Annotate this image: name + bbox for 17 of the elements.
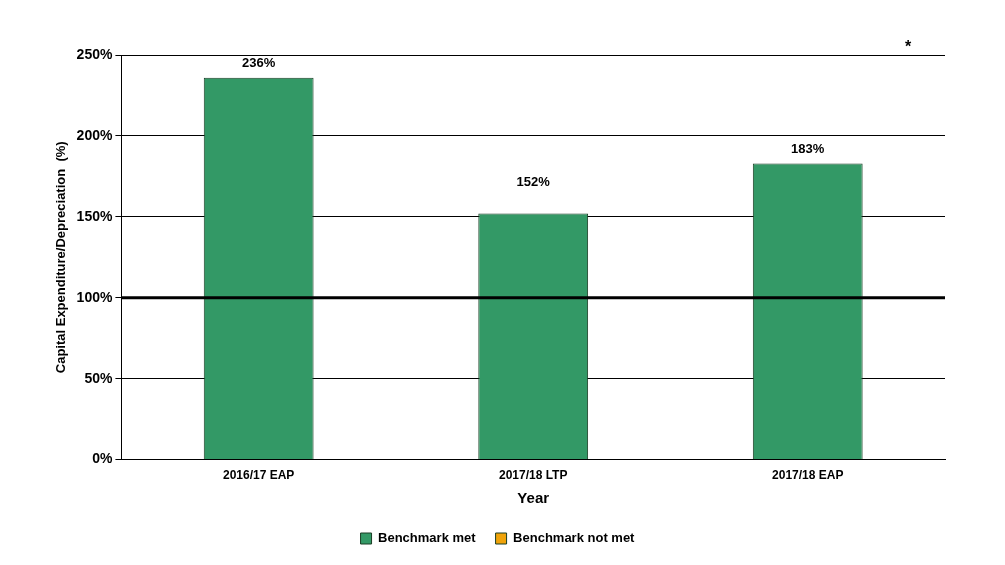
- y-tick-label: 200%: [76, 126, 113, 143]
- x-tick-label: 2016/17 EAP: [222, 468, 295, 483]
- y-tick-label: 100%: [76, 288, 113, 305]
- y-tick-label: 150%: [76, 207, 113, 224]
- y-tick-label: 0%: [92, 450, 113, 467]
- text: *: [905, 38, 912, 56]
- x-tick-label: 2017/18 LTP: [498, 468, 568, 483]
- data-label: 236%: [242, 54, 276, 70]
- legend-label: Benchmark met: [378, 530, 477, 546]
- y-tick-label: 50%: [84, 369, 113, 386]
- legend-label: Benchmark not met: [513, 530, 636, 546]
- y-tick-label: 250%: [76, 45, 113, 62]
- x-tick-label: 2017/18 EAP: [772, 468, 844, 483]
- y-axis-title: Capital Expenditure/Depreciation (%): [53, 141, 69, 374]
- data-label: 183%: [791, 140, 825, 156]
- x-axis-title: Year: [517, 489, 550, 507]
- data-label: 152%: [516, 173, 551, 189]
